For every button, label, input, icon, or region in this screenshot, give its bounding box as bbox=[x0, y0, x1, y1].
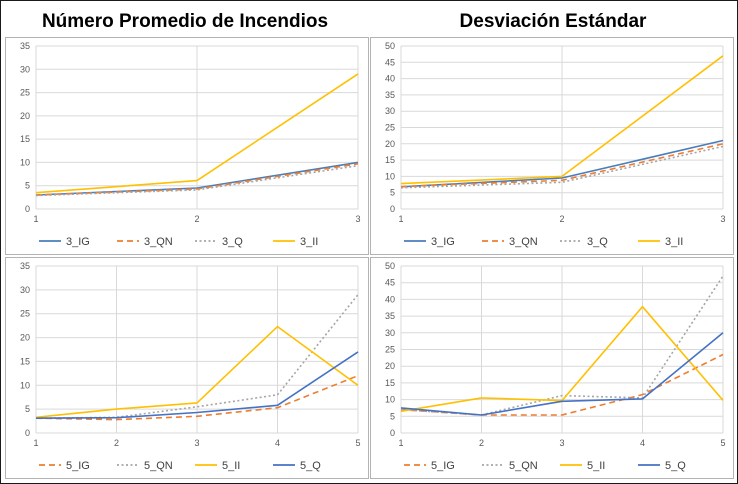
y-tick-label: 30 bbox=[385, 328, 395, 338]
x-tick-label: 1 bbox=[398, 214, 403, 224]
x-tick-label: 2 bbox=[559, 214, 564, 224]
y-tick-label: 5 bbox=[390, 188, 395, 198]
x-tick-label: 3 bbox=[194, 438, 199, 448]
y-tick-label: 15 bbox=[20, 356, 30, 366]
y-tick-label: 50 bbox=[385, 41, 395, 51]
legend-label-5-ii: 5_II bbox=[222, 460, 240, 472]
series-line-3-ii bbox=[400, 55, 724, 185]
x-tick-label: 2 bbox=[194, 214, 199, 224]
y-tick-label: 0 bbox=[390, 428, 395, 438]
y-tick-label: 30 bbox=[20, 285, 30, 295]
series-line-3-q bbox=[400, 145, 724, 189]
legend-label-5-qn: 5_QN bbox=[144, 460, 173, 472]
series-line-5-ii bbox=[35, 325, 359, 419]
y-tick-label: 20 bbox=[385, 361, 395, 371]
legend-label-3-q: 3_Q bbox=[222, 236, 243, 248]
y-tick-label: 50 bbox=[385, 261, 395, 271]
legend-label-5-ii: 5_II bbox=[587, 460, 605, 472]
x-tick-label: 3 bbox=[559, 438, 564, 448]
left-column-title: Número Promedio de Incendios bbox=[41, 11, 329, 32]
y-tick-label: 0 bbox=[390, 204, 395, 214]
y-tick-label: 35 bbox=[20, 41, 30, 51]
y-tick-label: 10 bbox=[385, 171, 395, 181]
y-tick-label: 45 bbox=[385, 278, 395, 288]
y-tick-label: 5 bbox=[25, 404, 30, 414]
y-tick-label: 25 bbox=[385, 123, 395, 133]
y-tick-label: 0 bbox=[25, 204, 30, 214]
series-line-5-q bbox=[400, 332, 724, 416]
x-tick-label: 4 bbox=[640, 438, 645, 448]
chart-panel-top-right: 0 5 10 15 20 25 30 35 40 45 50 1 2 3 3_IG 3_QN 3_Q 3_II bbox=[370, 37, 734, 255]
y-tick-label: 5 bbox=[25, 181, 30, 191]
right-column-title: Desviación Estándar bbox=[459, 11, 647, 32]
legend-label-3-ii: 3_II bbox=[300, 236, 318, 248]
y-tick-label: 10 bbox=[385, 395, 395, 405]
y-tick-label: 15 bbox=[385, 378, 395, 388]
y-tick-label: 35 bbox=[20, 261, 30, 271]
x-tick-label: 1 bbox=[33, 214, 38, 224]
legend-label-5-ig: 5_IG bbox=[66, 460, 90, 472]
series-line-5-ig bbox=[35, 374, 359, 421]
legend-label-3-qn: 3_QN bbox=[144, 236, 173, 248]
legend-label-3-qn: 3_QN bbox=[509, 236, 538, 248]
y-tick-label: 15 bbox=[20, 134, 30, 144]
x-tick-label: 3 bbox=[355, 214, 360, 224]
series-line-3-qn bbox=[400, 143, 724, 188]
y-tick-label: 0 bbox=[25, 428, 30, 438]
legend-label-3-ii: 3_II bbox=[665, 236, 683, 248]
y-tick-label: 25 bbox=[20, 309, 30, 319]
legend-label-3-q: 3_Q bbox=[587, 236, 608, 248]
y-tick-label: 5 bbox=[390, 411, 395, 421]
y-tick-label: 40 bbox=[385, 74, 395, 84]
chart-panel-top-left: 0 5 10 15 20 25 30 35 1 2 3 3_IG 3_QN 3_Q 3_II bbox=[5, 37, 369, 255]
y-tick-label: 15 bbox=[385, 155, 395, 165]
x-tick-label: 3 bbox=[720, 214, 725, 224]
y-tick-label: 25 bbox=[385, 345, 395, 355]
x-tick-label: 1 bbox=[33, 438, 38, 448]
y-tick-label: 10 bbox=[20, 157, 30, 167]
x-tick-label: 4 bbox=[275, 438, 280, 448]
x-tick-label: 5 bbox=[355, 438, 360, 448]
y-tick-label: 30 bbox=[20, 64, 30, 74]
y-tick-label: 35 bbox=[385, 311, 395, 321]
x-tick-label: 1 bbox=[398, 438, 403, 448]
series-line-3-qn bbox=[35, 163, 359, 196]
chart-panel-bottom-left: 0 5 10 15 20 25 30 35 1 2 3 4 5 5_IG 5_QN 5_II 5_Q bbox=[5, 257, 369, 479]
x-tick-label: 2 bbox=[114, 438, 119, 448]
legend-label-5-q: 5_Q bbox=[300, 460, 321, 472]
legend-label-5-ig: 5_IG bbox=[431, 460, 455, 472]
legend-label-5-q: 5_Q bbox=[665, 460, 686, 472]
series-line-5-q bbox=[35, 351, 359, 419]
legend-label-3-ig: 3_IG bbox=[431, 236, 455, 248]
y-tick-label: 45 bbox=[385, 57, 395, 67]
x-tick-label: 5 bbox=[720, 438, 725, 448]
chart-bottom-left: 0 5 10 15 20 25 30 35 1 2 3 4 5 5_IG 5_QN 5_II 5_Q bbox=[20, 261, 361, 472]
y-tick-label: 25 bbox=[20, 88, 30, 98]
chart-panel-bottom-right: 0 5 10 15 20 25 30 35 40 45 50 1 2 3 4 5 5_IG 5_QN 5_II 5_Q bbox=[370, 257, 734, 479]
y-tick-label: 20 bbox=[385, 139, 395, 149]
chart-top-right: 0 5 10 15 20 25 30 35 40 45 50 1 2 3 3_IG 3_QN 3_Q 3_II bbox=[385, 41, 726, 248]
legend-label-3-ig: 3_IG bbox=[66, 236, 90, 248]
y-tick-label: 30 bbox=[385, 106, 395, 116]
series-line-3-ii bbox=[35, 73, 359, 194]
chart-top-left: 0 5 10 15 20 25 30 35 1 2 3 3_IG 3_QN 3_Q 3_II bbox=[20, 41, 361, 248]
x-tick-label: 2 bbox=[479, 438, 484, 448]
y-tick-label: 20 bbox=[20, 333, 30, 343]
y-tick-label: 20 bbox=[20, 111, 30, 121]
y-tick-label: 35 bbox=[385, 90, 395, 100]
y-tick-label: 10 bbox=[20, 380, 30, 390]
legend-label-5-qn: 5_QN bbox=[509, 460, 538, 472]
y-tick-label: 40 bbox=[385, 294, 395, 304]
series-line-5-qn bbox=[400, 275, 724, 416]
